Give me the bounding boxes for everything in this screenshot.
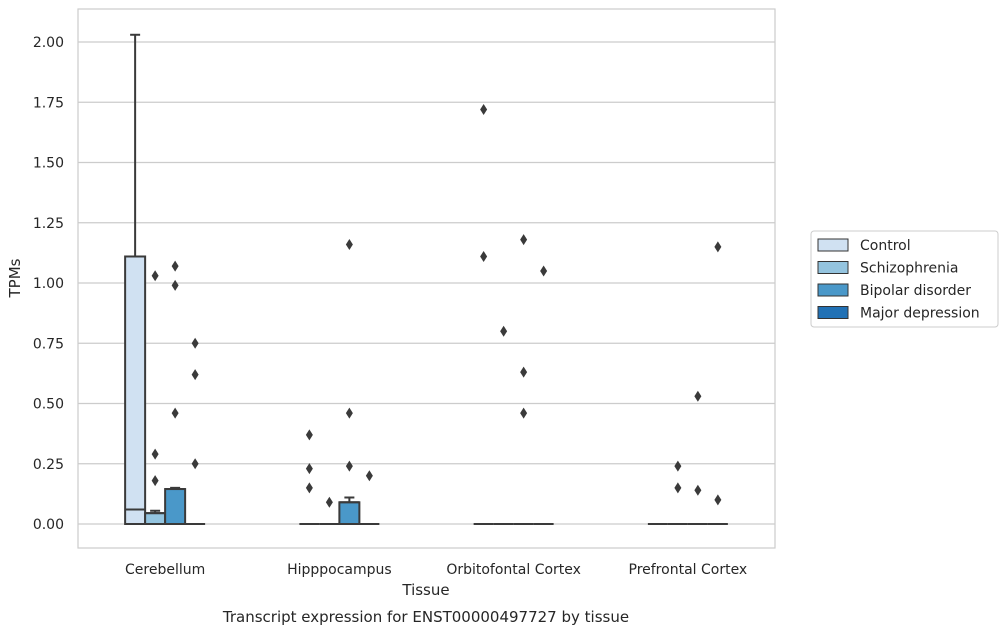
outlier-point bbox=[540, 265, 548, 277]
legend-label: Control bbox=[860, 238, 911, 254]
chart-caption: Transcript expression for ENST0000049772… bbox=[222, 608, 629, 626]
outlier-point bbox=[325, 496, 333, 508]
outlier-point bbox=[480, 103, 488, 115]
outlier-point bbox=[151, 475, 159, 487]
outlier-point bbox=[345, 238, 353, 250]
y-tick-label: 1.25 bbox=[33, 216, 64, 232]
y-tick-label: 0.50 bbox=[33, 397, 64, 413]
outlier-point bbox=[365, 470, 373, 482]
outlier-point bbox=[694, 390, 702, 402]
y-tick-label: 1.75 bbox=[33, 95, 64, 111]
box-series bbox=[124, 33, 728, 526]
outlier-point bbox=[305, 463, 313, 475]
box bbox=[124, 33, 147, 525]
outlier-point bbox=[191, 337, 199, 349]
y-tick-label: 0.00 bbox=[33, 517, 64, 533]
legend-swatch bbox=[817, 261, 849, 274]
outlier-point bbox=[694, 484, 702, 496]
box-body bbox=[164, 488, 187, 525]
outlier-point bbox=[305, 429, 313, 441]
x-tick-label: Orbitofontal Cortex bbox=[446, 562, 581, 578]
outlier-point bbox=[714, 494, 722, 506]
outlier-point bbox=[171, 260, 179, 272]
plot-area-frame bbox=[77, 8, 776, 549]
y-axis-ticks: 0.00 0.25 0.50 0.75 1.00 1.25 1.50 1.75 2.00 bbox=[33, 35, 64, 533]
box-body bbox=[144, 512, 167, 526]
box-body bbox=[338, 501, 361, 525]
x-tick-label: Cerebellum bbox=[125, 562, 205, 578]
box bbox=[338, 496, 361, 525]
legend-swatch bbox=[817, 306, 849, 319]
y-tick-label: 2.00 bbox=[33, 35, 64, 51]
outlier-point bbox=[714, 241, 722, 253]
legend-swatch bbox=[817, 283, 849, 297]
outlier-point bbox=[520, 234, 528, 246]
y-tick-label: 1.00 bbox=[33, 276, 64, 292]
outlier-point bbox=[500, 325, 508, 337]
outlier-point bbox=[305, 482, 313, 494]
outlier-point bbox=[520, 366, 528, 378]
outlier-point bbox=[520, 407, 528, 419]
legend-frame bbox=[810, 230, 999, 328]
outlier-point bbox=[151, 270, 159, 282]
x-axis-ticks: Cerebellum Hipppocampus Orbitofontal Corte… bbox=[125, 562, 747, 578]
outlier-point bbox=[480, 250, 488, 262]
box-body bbox=[124, 255, 147, 525]
outlier-point bbox=[171, 407, 179, 419]
x-tick-label: Prefrontal Cortex bbox=[629, 562, 748, 578]
y-tick-label: 1.50 bbox=[33, 156, 64, 172]
outlier-point bbox=[151, 448, 159, 460]
x-axis-label: Tissue bbox=[401, 581, 449, 599]
legend: Control Schizophrenia Bipolar disorder Majo… bbox=[810, 230, 999, 328]
y-tick-label: 0.25 bbox=[33, 457, 64, 473]
outlier-point bbox=[191, 369, 199, 381]
legend-label: Bipolar disorder bbox=[860, 283, 971, 299]
outlier-point bbox=[345, 407, 353, 419]
legend-label: Major depression bbox=[860, 306, 980, 322]
x-tick-label: Hipppocampus bbox=[287, 562, 392, 578]
outlier-point bbox=[674, 482, 682, 494]
outlier-point bbox=[674, 460, 682, 472]
box bbox=[144, 509, 167, 526]
legend-items: Control Schizophrenia Bipolar disorder Majo… bbox=[817, 238, 980, 322]
y-axis-label: TPMs bbox=[6, 258, 24, 298]
outlier-point bbox=[171, 279, 179, 291]
legend-label: Schizophrenia bbox=[860, 261, 958, 277]
y-tick-label: 0.75 bbox=[33, 336, 64, 352]
box bbox=[164, 486, 187, 525]
outlier-points bbox=[151, 103, 722, 508]
legend-swatch bbox=[817, 238, 849, 252]
outlier-point bbox=[345, 460, 353, 472]
outlier-point bbox=[191, 458, 199, 470]
